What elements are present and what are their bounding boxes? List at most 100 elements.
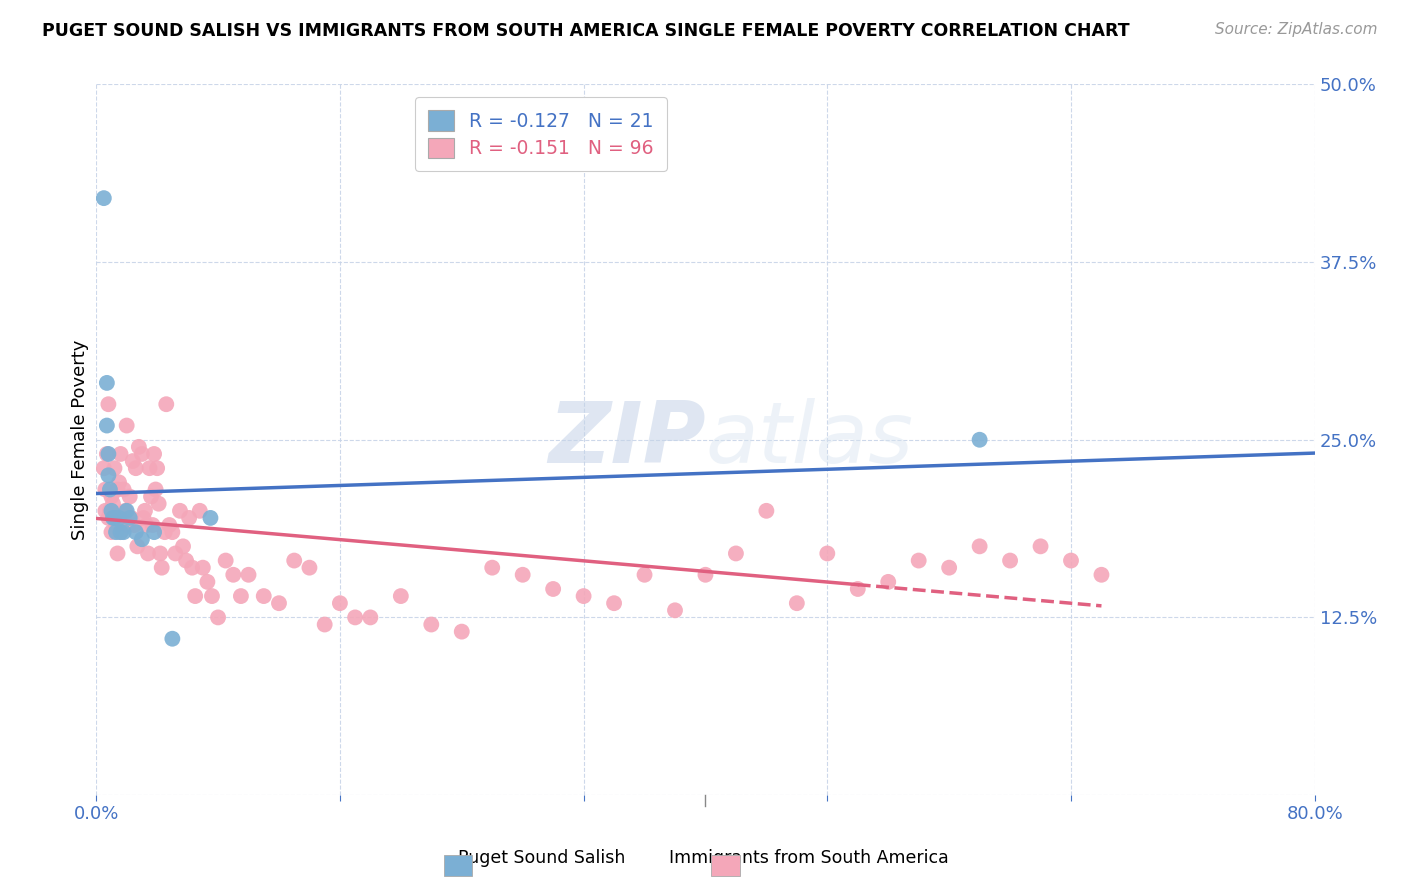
Point	[695, 567, 717, 582]
Point	[143, 525, 166, 540]
Point	[1029, 539, 1052, 553]
Point	[101, 497, 124, 511]
Legend: R = -0.127   N = 21, R = -0.151   N = 96: R = -0.127 N = 21, R = -0.151 N = 96	[415, 97, 666, 171]
Point	[124, 518, 146, 533]
Point	[512, 567, 534, 582]
Point	[633, 567, 655, 582]
Point	[162, 525, 184, 540]
Point	[786, 596, 808, 610]
Text: atlas: atlas	[706, 398, 914, 482]
Point	[724, 546, 747, 560]
Point	[105, 518, 128, 533]
Point	[450, 624, 472, 639]
Point	[117, 518, 139, 533]
Point	[131, 533, 153, 547]
Point	[572, 589, 595, 603]
Point	[149, 546, 172, 560]
Point	[97, 447, 120, 461]
Point	[907, 553, 929, 567]
Point	[969, 433, 991, 447]
Point	[115, 418, 138, 433]
Point	[139, 490, 162, 504]
Point	[344, 610, 367, 624]
Point	[103, 461, 125, 475]
Point	[184, 589, 207, 603]
Point	[143, 447, 166, 461]
Point	[188, 504, 211, 518]
Point	[179, 511, 201, 525]
Point	[107, 483, 129, 497]
Point	[998, 553, 1021, 567]
Point	[127, 539, 149, 553]
Point	[97, 468, 120, 483]
Point	[148, 497, 170, 511]
Text: Puget Sound Salish: Puget Sound Salish	[457, 849, 626, 867]
Point	[314, 617, 336, 632]
Point	[197, 574, 219, 589]
Point	[162, 632, 184, 646]
Point	[664, 603, 686, 617]
Point	[101, 511, 124, 525]
Point	[120, 511, 142, 525]
Point	[181, 560, 204, 574]
Point	[93, 461, 115, 475]
Point	[134, 504, 156, 518]
Point	[142, 518, 165, 533]
Point	[1060, 553, 1083, 567]
Point	[200, 511, 222, 525]
Point	[112, 525, 135, 540]
Point	[100, 504, 122, 518]
Point	[100, 525, 122, 540]
Point	[97, 511, 120, 525]
Point	[172, 539, 194, 553]
Point	[755, 504, 778, 518]
Point	[174, 553, 197, 567]
Point	[110, 447, 132, 461]
Point	[846, 582, 869, 596]
Point	[541, 582, 564, 596]
Text: PUGET SOUND SALISH VS IMMIGRANTS FROM SOUTH AMERICA SINGLE FEMALE POVERTY CORREL: PUGET SOUND SALISH VS IMMIGRANTS FROM SO…	[42, 22, 1130, 40]
Point	[97, 397, 120, 411]
Point	[815, 546, 838, 560]
Point	[969, 539, 991, 553]
Point	[98, 504, 121, 518]
Point	[110, 525, 132, 540]
Point	[108, 475, 131, 490]
Point	[108, 511, 131, 525]
Point	[115, 504, 138, 518]
Point	[191, 560, 214, 574]
Point	[121, 454, 143, 468]
Point	[96, 447, 118, 461]
Point	[238, 567, 260, 582]
Point	[114, 504, 136, 518]
Point	[153, 525, 176, 540]
Point	[877, 574, 900, 589]
Point	[298, 560, 321, 574]
Point	[329, 596, 352, 610]
Point	[267, 596, 290, 610]
Point	[215, 553, 238, 567]
Point	[96, 418, 118, 433]
Point	[105, 525, 128, 540]
Point	[118, 490, 141, 504]
Point	[481, 560, 503, 574]
Point	[94, 504, 117, 518]
Point	[157, 518, 180, 533]
Point	[107, 546, 129, 560]
Point	[111, 511, 134, 525]
Point	[110, 525, 132, 540]
Point	[1090, 567, 1112, 582]
Point	[94, 483, 117, 497]
Point	[98, 483, 121, 497]
Point	[103, 511, 125, 525]
Point	[125, 461, 148, 475]
Text: ZIP: ZIP	[548, 398, 706, 482]
Point	[169, 504, 191, 518]
Point	[389, 589, 412, 603]
Point	[603, 596, 626, 610]
Point	[108, 511, 131, 525]
Point	[155, 397, 177, 411]
Point	[135, 518, 157, 533]
Point	[128, 440, 150, 454]
Point	[253, 589, 276, 603]
